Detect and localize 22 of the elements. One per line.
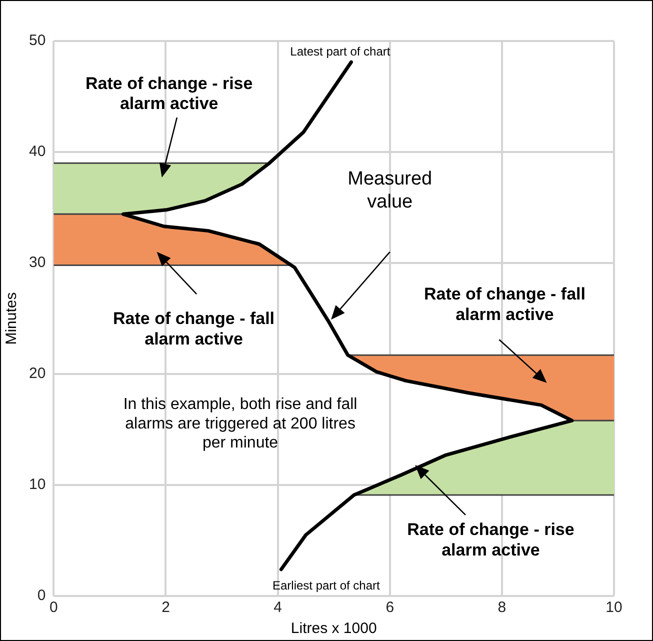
y-tick-label: 30 xyxy=(28,254,46,272)
annotation: In this example, both rise and fall alarms are triggered at 200 litres per minute xyxy=(123,396,358,452)
y-axis-title: Minutes xyxy=(3,292,20,345)
y-tick-label: 40 xyxy=(28,143,46,160)
y-tick-label: 0 xyxy=(37,587,46,604)
annotation: Measured value xyxy=(348,168,432,212)
x-axis-title: Litres x 1000 xyxy=(290,620,377,638)
band-label: Rate of change - fall alarm active xyxy=(113,309,275,348)
x-tick-label: 2 xyxy=(162,599,170,616)
x-tick-label: 10 xyxy=(606,599,622,616)
y-tick-label: 20 xyxy=(28,365,46,382)
x-tick-label: 8 xyxy=(498,599,506,616)
y-tick-label: 50 xyxy=(28,32,46,50)
x-tick-label: 6 xyxy=(386,599,394,616)
x-tick-label: 4 xyxy=(274,599,282,616)
band-label: Rate of change - rise alarm active xyxy=(407,520,574,560)
annotation: Latest part of chart xyxy=(290,44,391,58)
band-label: Rate of change - fall alarm active xyxy=(424,284,586,324)
x-tick-label: 0 xyxy=(50,599,58,616)
band-label: Rate of change - rise alarm active xyxy=(86,74,253,114)
annotation: Earliest part of chart xyxy=(272,578,381,593)
y-tick-label: 10 xyxy=(28,476,46,494)
